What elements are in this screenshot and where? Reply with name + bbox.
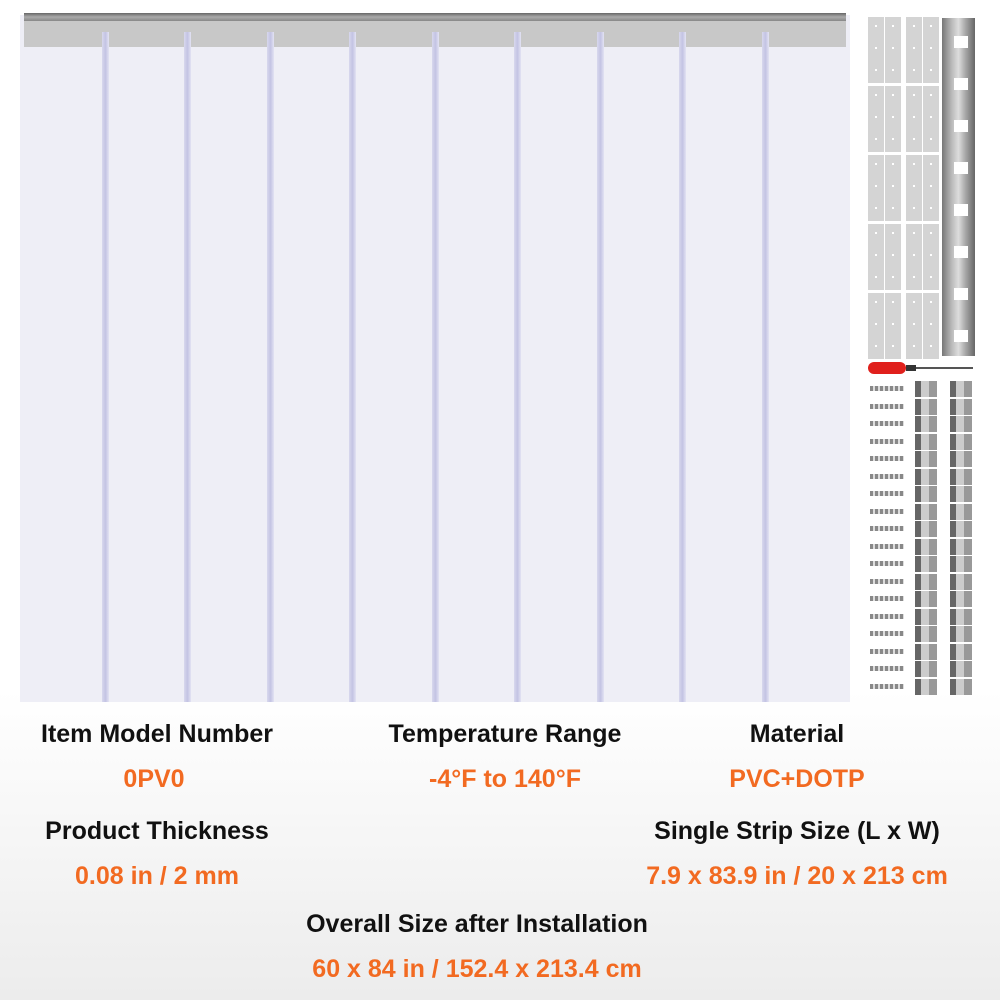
strip-overlap [762, 32, 769, 702]
material-value: PVC+DOTP [729, 765, 865, 793]
screw-icon [870, 561, 904, 566]
bolt-icon [915, 398, 937, 415]
bolt-icon [915, 556, 937, 572]
bolt-icon [950, 416, 972, 432]
bolt-icon [915, 643, 937, 660]
screw-icon [870, 421, 904, 426]
clip-plate [923, 155, 939, 221]
bolt-icon [950, 626, 972, 642]
temperature-label: Temperature Range [388, 720, 622, 748]
strip-overlap [102, 32, 109, 702]
strip-size-label: Single Strip Size (L x W) [654, 817, 940, 845]
strip-overlap [432, 32, 439, 702]
screw-icon [870, 508, 904, 514]
clip-plate [885, 224, 901, 290]
bolt-icon [915, 521, 937, 537]
clip-plate [923, 293, 939, 359]
screw-icon [870, 403, 904, 409]
strip-overlap [597, 32, 604, 702]
clip-plate [885, 155, 901, 221]
clip-plate [906, 17, 922, 83]
bolt-icon [915, 451, 937, 467]
screw-icon [870, 596, 904, 601]
screw-icon [870, 473, 904, 479]
screw-icon [870, 386, 904, 391]
model-label: Item Model Number [41, 720, 273, 748]
clip-plate [868, 86, 884, 152]
screw-icon [870, 491, 904, 496]
bolt-icon [950, 661, 972, 677]
bolt-icon [915, 573, 937, 590]
bolt-icon [915, 486, 937, 502]
thickness-label: Product Thickness [45, 817, 269, 845]
strip-overlap [679, 32, 686, 702]
bolt-icon [915, 608, 937, 625]
screw-icon [870, 613, 904, 619]
screw-icon [870, 543, 904, 549]
strip-overlap [514, 32, 521, 702]
clip-plate [885, 17, 901, 83]
thickness-value: 0.08 in / 2 mm [75, 862, 239, 890]
clip-plate [923, 86, 939, 152]
bolt-icon [950, 573, 972, 590]
bolt-icon [950, 486, 972, 502]
clip-plate [906, 155, 922, 221]
bolt-icon [950, 608, 972, 625]
bolt-icon [950, 678, 972, 695]
bolt-icon [915, 381, 937, 397]
overall-size-label: Overall Size after Installation [306, 910, 648, 938]
bolt-icon [915, 416, 937, 432]
bolt-icon [915, 503, 937, 520]
bolt-icon [950, 503, 972, 520]
clip-plate [868, 17, 884, 83]
bolt-icon [915, 626, 937, 642]
material-label: Material [749, 720, 845, 748]
bolt-icon [915, 661, 937, 677]
clip-plate [906, 86, 922, 152]
bolt-icon [950, 521, 972, 537]
bolt-icon [950, 591, 972, 607]
screwdriver-icon [868, 362, 973, 374]
bolt-icon [915, 591, 937, 607]
bolt-icon [950, 451, 972, 467]
clip-plate [868, 224, 884, 290]
screw-icon [870, 631, 904, 636]
strip-overlap [267, 32, 274, 702]
clip-plate [885, 86, 901, 152]
vertical-rail-image [942, 18, 975, 356]
clip-plate [906, 293, 922, 359]
bolt-icon [915, 468, 937, 485]
bolt-icon [915, 538, 937, 555]
bolt-icon [950, 643, 972, 660]
screw-icon [870, 526, 904, 531]
mounting-rail [24, 13, 846, 21]
screw-icon [870, 456, 904, 461]
clip-plate [923, 224, 939, 290]
strip-overlap [184, 32, 191, 702]
screw-icon [870, 438, 904, 444]
bolt-icon [950, 381, 972, 397]
bolt-icon [915, 433, 937, 450]
clip-plate [868, 293, 884, 359]
strip-overlap [349, 32, 356, 702]
screw-icon [870, 666, 904, 671]
screw-icon [870, 578, 904, 584]
bolt-icon [915, 678, 937, 695]
bolt-icon [950, 398, 972, 415]
strip-size-value: 7.9 x 83.9 in / 20 x 213 cm [646, 862, 948, 890]
bolt-icon [950, 556, 972, 572]
clip-plate [868, 155, 884, 221]
clip-plate [885, 293, 901, 359]
overall-size-value: 60 x 84 in / 152.4 x 213.4 cm [312, 955, 642, 983]
bolt-icon [950, 433, 972, 450]
bolt-icon [950, 538, 972, 555]
screw-icon [870, 683, 904, 689]
screw-icon [870, 648, 904, 654]
bolt-icon [950, 468, 972, 485]
model-value: 0PV0 [123, 765, 185, 793]
clip-plate [906, 224, 922, 290]
temperature-value: -4°F to 140°F [429, 765, 581, 793]
clip-plate [923, 17, 939, 83]
